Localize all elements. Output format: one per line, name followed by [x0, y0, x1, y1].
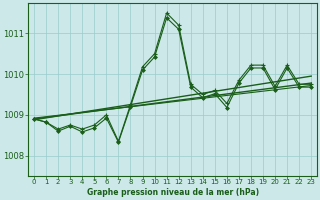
X-axis label: Graphe pression niveau de la mer (hPa): Graphe pression niveau de la mer (hPa) — [87, 188, 259, 197]
